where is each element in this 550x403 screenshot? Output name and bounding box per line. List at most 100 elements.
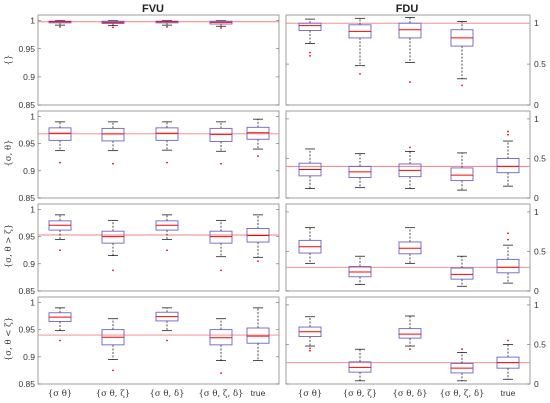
- box-{σ θ, ζ, δ}: [450, 152, 474, 191]
- y-tick-label: 0.9: [23, 259, 35, 269]
- outlier-point: [59, 161, 61, 164]
- x-tick-label-fdu: {σ θ}: [298, 389, 322, 399]
- box-iqr: [398, 22, 422, 39]
- y-tick-label: 1: [534, 207, 539, 217]
- box-{σ θ, ζ}: [101, 318, 125, 372]
- x-tick-label-fdu: true: [501, 388, 516, 398]
- panel-frame: [37, 296, 280, 385]
- outlier-point: [112, 369, 114, 372]
- box-{σ θ, δ}: [155, 121, 179, 164]
- box-{σ θ}: [48, 121, 72, 164]
- box-{σ θ}: [298, 227, 322, 264]
- outlier-point: [309, 51, 311, 54]
- outlier-point: [112, 26, 114, 29]
- box-true: [496, 130, 520, 187]
- box-iqr: [298, 22, 322, 31]
- box-true: [496, 339, 520, 380]
- box-{σ θ, δ}: [155, 20, 179, 28]
- outlier-point: [409, 348, 411, 351]
- box-iqr: [450, 267, 474, 280]
- box-iqr: [48, 127, 72, 141]
- outlier-point: [220, 162, 222, 165]
- panel-frame: [285, 110, 531, 199]
- x-tick-label-fvu: {σ θ, ζ}: [96, 389, 130, 399]
- outlier-point: [166, 25, 168, 28]
- y-tick-label: 0.95: [18, 44, 35, 54]
- box-{σ θ}: [48, 307, 72, 342]
- outlier-point: [166, 339, 168, 342]
- box-{σ θ, ζ}: [348, 348, 372, 382]
- box-{σ θ, ζ, δ}: [209, 121, 233, 165]
- box-{σ θ}: [298, 148, 322, 189]
- outlier-point: [309, 347, 311, 350]
- outlier-point: [166, 161, 168, 164]
- x-tick-label-fdu: {σ θ, ζ, δ}: [440, 389, 485, 399]
- y-tick-label: 0.85: [18, 193, 35, 203]
- outlier-point: [59, 339, 61, 342]
- outlier-point: [359, 73, 361, 75]
- box-true: [496, 232, 520, 284]
- x-tick-label-fdu: {σ θ, ζ}: [343, 389, 377, 399]
- outlier-point: [112, 269, 114, 272]
- outlier-point: [257, 155, 259, 158]
- x-tick-label-fdu: {σ θ, δ}: [393, 389, 428, 399]
- panels-group: 0.850.90.95100.510.850.90.95100.510.850.…: [18, 14, 546, 389]
- outlier-point: [507, 130, 509, 133]
- box-{σ θ, δ}: [155, 307, 179, 342]
- y-tick-label: 1: [534, 300, 539, 310]
- y-tick-label: 0.5: [534, 246, 546, 256]
- column-title-fdu: FDU: [396, 3, 419, 15]
- y-tick-label: 0: [534, 193, 539, 203]
- outlier-point: [461, 84, 463, 87]
- y-tick-label: 0.9: [23, 166, 35, 176]
- x-tick-label-fvu: {σ θ, ζ, δ}: [199, 389, 244, 399]
- box-{σ θ, ζ}: [101, 121, 125, 165]
- box-{σ θ, ζ, δ}: [450, 255, 474, 287]
- box-{σ θ, δ}: [398, 17, 422, 83]
- row-label-theta-gt-zeta: {σ, θ > ζ}: [4, 224, 14, 268]
- y-tick-label: 1: [30, 111, 35, 121]
- box-iqr: [246, 126, 270, 140]
- y-tick-label: 0.95: [18, 232, 35, 242]
- outlier-point: [257, 260, 259, 262]
- row-label-empty: {}: [4, 55, 14, 66]
- box-iqr: [496, 258, 520, 274]
- outlier-point: [461, 348, 463, 351]
- y-tick-label: 0: [534, 379, 539, 389]
- outlier-point: [59, 249, 61, 252]
- x-tick-label-fvu: {σ θ, δ}: [150, 389, 185, 399]
- y-tick-label: 0.95: [18, 139, 35, 149]
- row-label-sigma-theta: {σ, θ}: [4, 139, 14, 166]
- y-tick-label: 0.5: [534, 153, 546, 163]
- y-tick-label: 0.9: [23, 352, 35, 362]
- outlier-point: [59, 25, 61, 28]
- box-{σ θ, ζ}: [348, 17, 372, 75]
- box-iqr: [101, 127, 125, 142]
- panel-fvu-row-0: 0.85 0.9 0.95 1: [18, 14, 280, 110]
- box-{σ θ, δ}: [398, 146, 422, 189]
- outlier-point: [220, 269, 222, 272]
- outlier-point: [409, 81, 411, 83]
- y-tick-label: 0.5: [534, 59, 546, 69]
- box-{σ θ, ζ}: [348, 255, 372, 286]
- y-tick-label: 0.5: [534, 339, 546, 349]
- box-{σ θ, ζ}: [101, 219, 125, 272]
- box-true: [246, 214, 270, 262]
- y-tick-label: 1: [30, 16, 35, 26]
- panel-fdu-row-1: 00.51: [285, 110, 546, 203]
- x-tick-label-fvu: {σ θ}: [48, 389, 72, 399]
- outlier-point: [507, 133, 509, 136]
- row-label-theta-lt-zeta: {σ, θ < ζ}: [4, 317, 14, 361]
- box-{σ θ}: [48, 214, 72, 252]
- panel-fvu-row-2: 0.85 0.9 0.95 1: [18, 203, 280, 296]
- column-title-fvu: FVU: [142, 3, 164, 15]
- y-tick-label: 1: [30, 297, 35, 307]
- box-iqr: [155, 127, 179, 141]
- box-true: [246, 307, 270, 361]
- outlier-point: [309, 349, 311, 352]
- box-{σ θ, δ}: [398, 227, 422, 264]
- panel-frame: [37, 203, 280, 292]
- x-tick-label-fvu: true: [251, 388, 266, 398]
- box-true: [246, 118, 270, 158]
- outlier-point: [507, 238, 509, 241]
